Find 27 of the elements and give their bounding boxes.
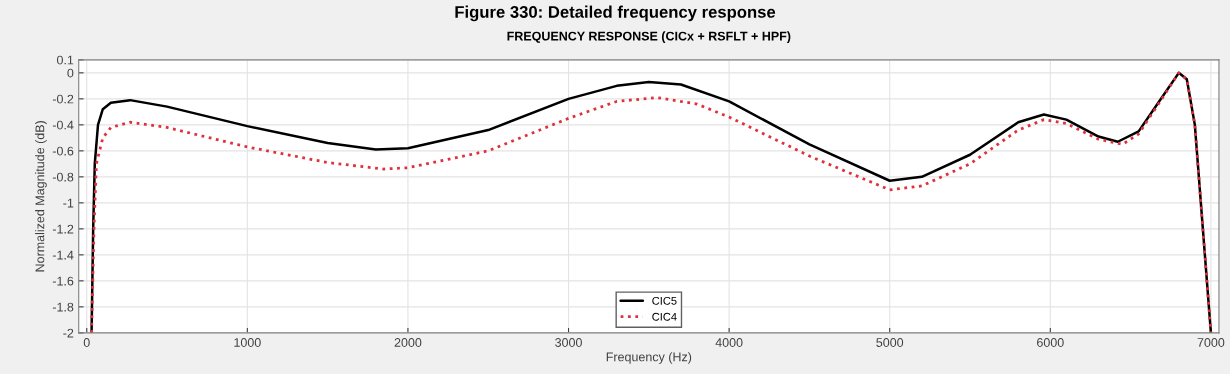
x-tick-label: 4000 <box>715 338 743 347</box>
y-tick-label: -2 <box>63 328 74 338</box>
y-tick-label: -1.8 <box>52 302 74 312</box>
line-series <box>90 71 1213 333</box>
x-tick-label: 2000 <box>394 338 422 347</box>
legend-label: CIC5 <box>652 296 677 305</box>
x-tick-label: 0 <box>83 338 90 347</box>
y-tick-label: -1.4 <box>52 250 74 260</box>
y-axis-title: Normalized Magnitude (dB) <box>35 121 47 272</box>
y-tick-label: 0.1 <box>56 55 74 65</box>
chart-title: FREQUENCY RESPONSE (CICx + RSFLT + HPF) <box>507 31 791 43</box>
y-tick-label: -1.2 <box>52 224 74 234</box>
y-tick-label: -0.6 <box>52 146 74 156</box>
x-tick-label: 3000 <box>555 338 582 347</box>
x-tick-label: 6000 <box>1037 338 1064 347</box>
chart-subtitle: Figure 330: Detailed frequency response <box>455 5 776 22</box>
x-tick-label: 1000 <box>234 338 261 347</box>
x-tick-label: 7000 <box>1197 338 1225 347</box>
y-tick-label: -0.8 <box>52 172 74 182</box>
y-tick-label: -1 <box>63 198 74 208</box>
y-tick-label: -1.6 <box>52 276 74 286</box>
y-tick-label: 0 <box>67 68 74 78</box>
y-tick-label: -0.2 <box>52 94 74 104</box>
y-tick-label: -0.4 <box>52 120 74 130</box>
x-tick-label: 5000 <box>876 338 904 347</box>
legend-label: CIC4 <box>652 312 677 321</box>
x-axis-title: Frequency (Hz) <box>606 352 692 364</box>
